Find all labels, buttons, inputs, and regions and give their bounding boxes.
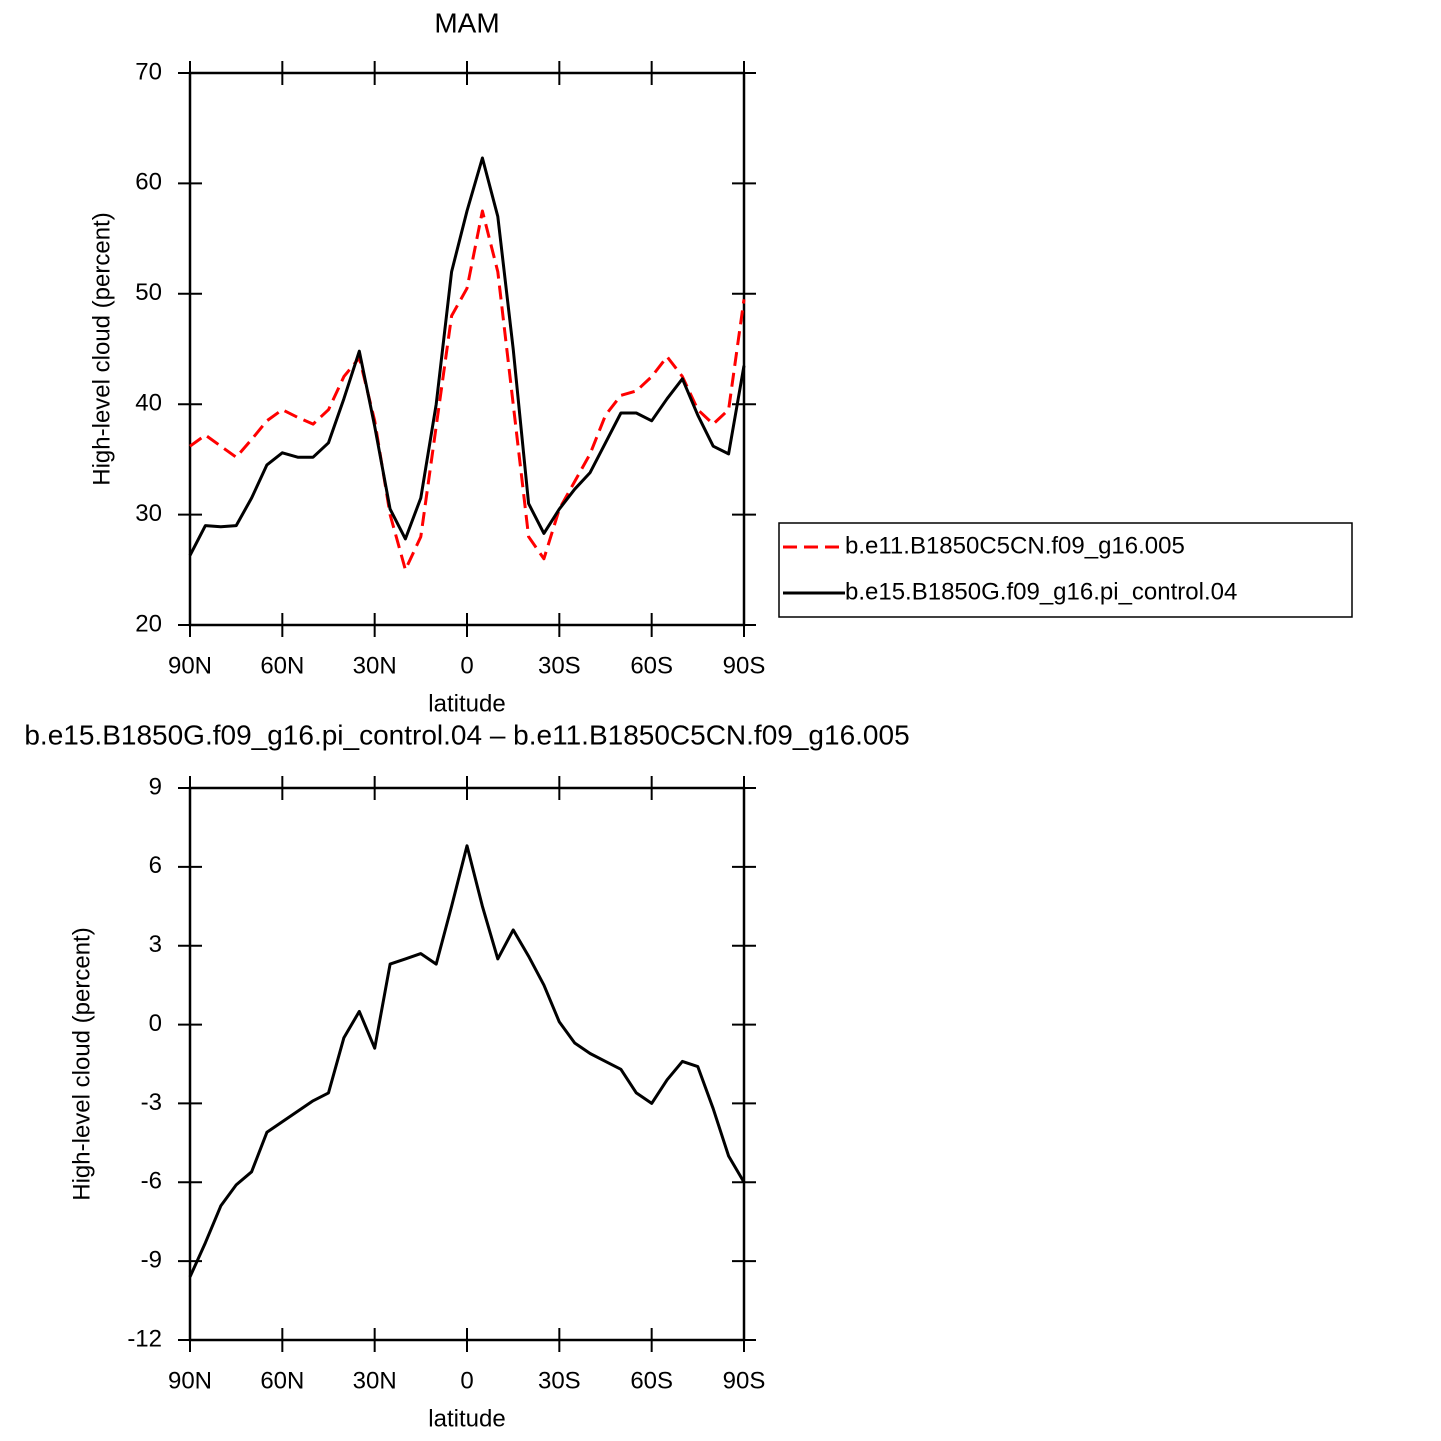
series-line bbox=[188, 844, 746, 1278]
x-tick-label: 0 bbox=[460, 1367, 473, 1394]
y-axis-label: High-level cloud (percent) bbox=[68, 927, 95, 1200]
x-tick-label: 60S bbox=[630, 1367, 673, 1394]
legend-box bbox=[778, 522, 1353, 618]
x-tick-label: 30N bbox=[353, 652, 397, 679]
y-tick-label: 20 bbox=[135, 610, 162, 637]
x-tick-label: 90S bbox=[723, 1367, 766, 1394]
plot-frame bbox=[188, 786, 746, 1342]
chart-title: b.e15.B1850G.f09_g16.pi_control.04 – b.e… bbox=[24, 719, 909, 750]
y-tick-label: -12 bbox=[127, 1325, 162, 1352]
y-tick-label: -9 bbox=[141, 1246, 162, 1273]
y-tick-label: -6 bbox=[141, 1168, 162, 1195]
x-tick-label: 90N bbox=[168, 1367, 212, 1394]
plot-frame bbox=[188, 71, 746, 627]
x-tick-label: 90N bbox=[168, 652, 212, 679]
y-tick-label: -3 bbox=[141, 1089, 162, 1116]
x-tick-label: 60S bbox=[630, 652, 673, 679]
x-axis-label: latitude bbox=[428, 690, 505, 717]
x-tick-label: 60N bbox=[260, 652, 304, 679]
legend-label: b.e11.B1850C5CN.f09_g16.005 bbox=[845, 532, 1185, 559]
y-tick-label: 60 bbox=[135, 169, 162, 196]
y-tick-label: 70 bbox=[135, 58, 162, 85]
x-tick-label: 30S bbox=[538, 1367, 581, 1394]
x-tick-label: 30S bbox=[538, 652, 581, 679]
y-tick-label: 3 bbox=[149, 931, 162, 958]
y-tick-label: 6 bbox=[149, 852, 162, 879]
x-tick-label: 0 bbox=[460, 652, 473, 679]
y-tick-label: 40 bbox=[135, 390, 162, 417]
x-tick-label: 30N bbox=[353, 1367, 397, 1394]
y-tick-label: 30 bbox=[135, 500, 162, 527]
y-tick-label: 0 bbox=[149, 1010, 162, 1037]
y-tick-label: 50 bbox=[135, 279, 162, 306]
chart-title: MAM bbox=[434, 7, 499, 38]
x-axis-label: latitude bbox=[428, 1405, 505, 1432]
x-tick-label: 90S bbox=[723, 652, 766, 679]
legend-label: b.e15.B1850G.f09_g16.pi_control.04 bbox=[845, 578, 1237, 605]
series-line bbox=[189, 209, 746, 572]
y-tick-label: 9 bbox=[149, 773, 162, 800]
x-tick-label: 60N bbox=[260, 1367, 304, 1394]
y-axis-label: High-level cloud (percent) bbox=[88, 212, 115, 485]
series-line bbox=[188, 156, 746, 557]
